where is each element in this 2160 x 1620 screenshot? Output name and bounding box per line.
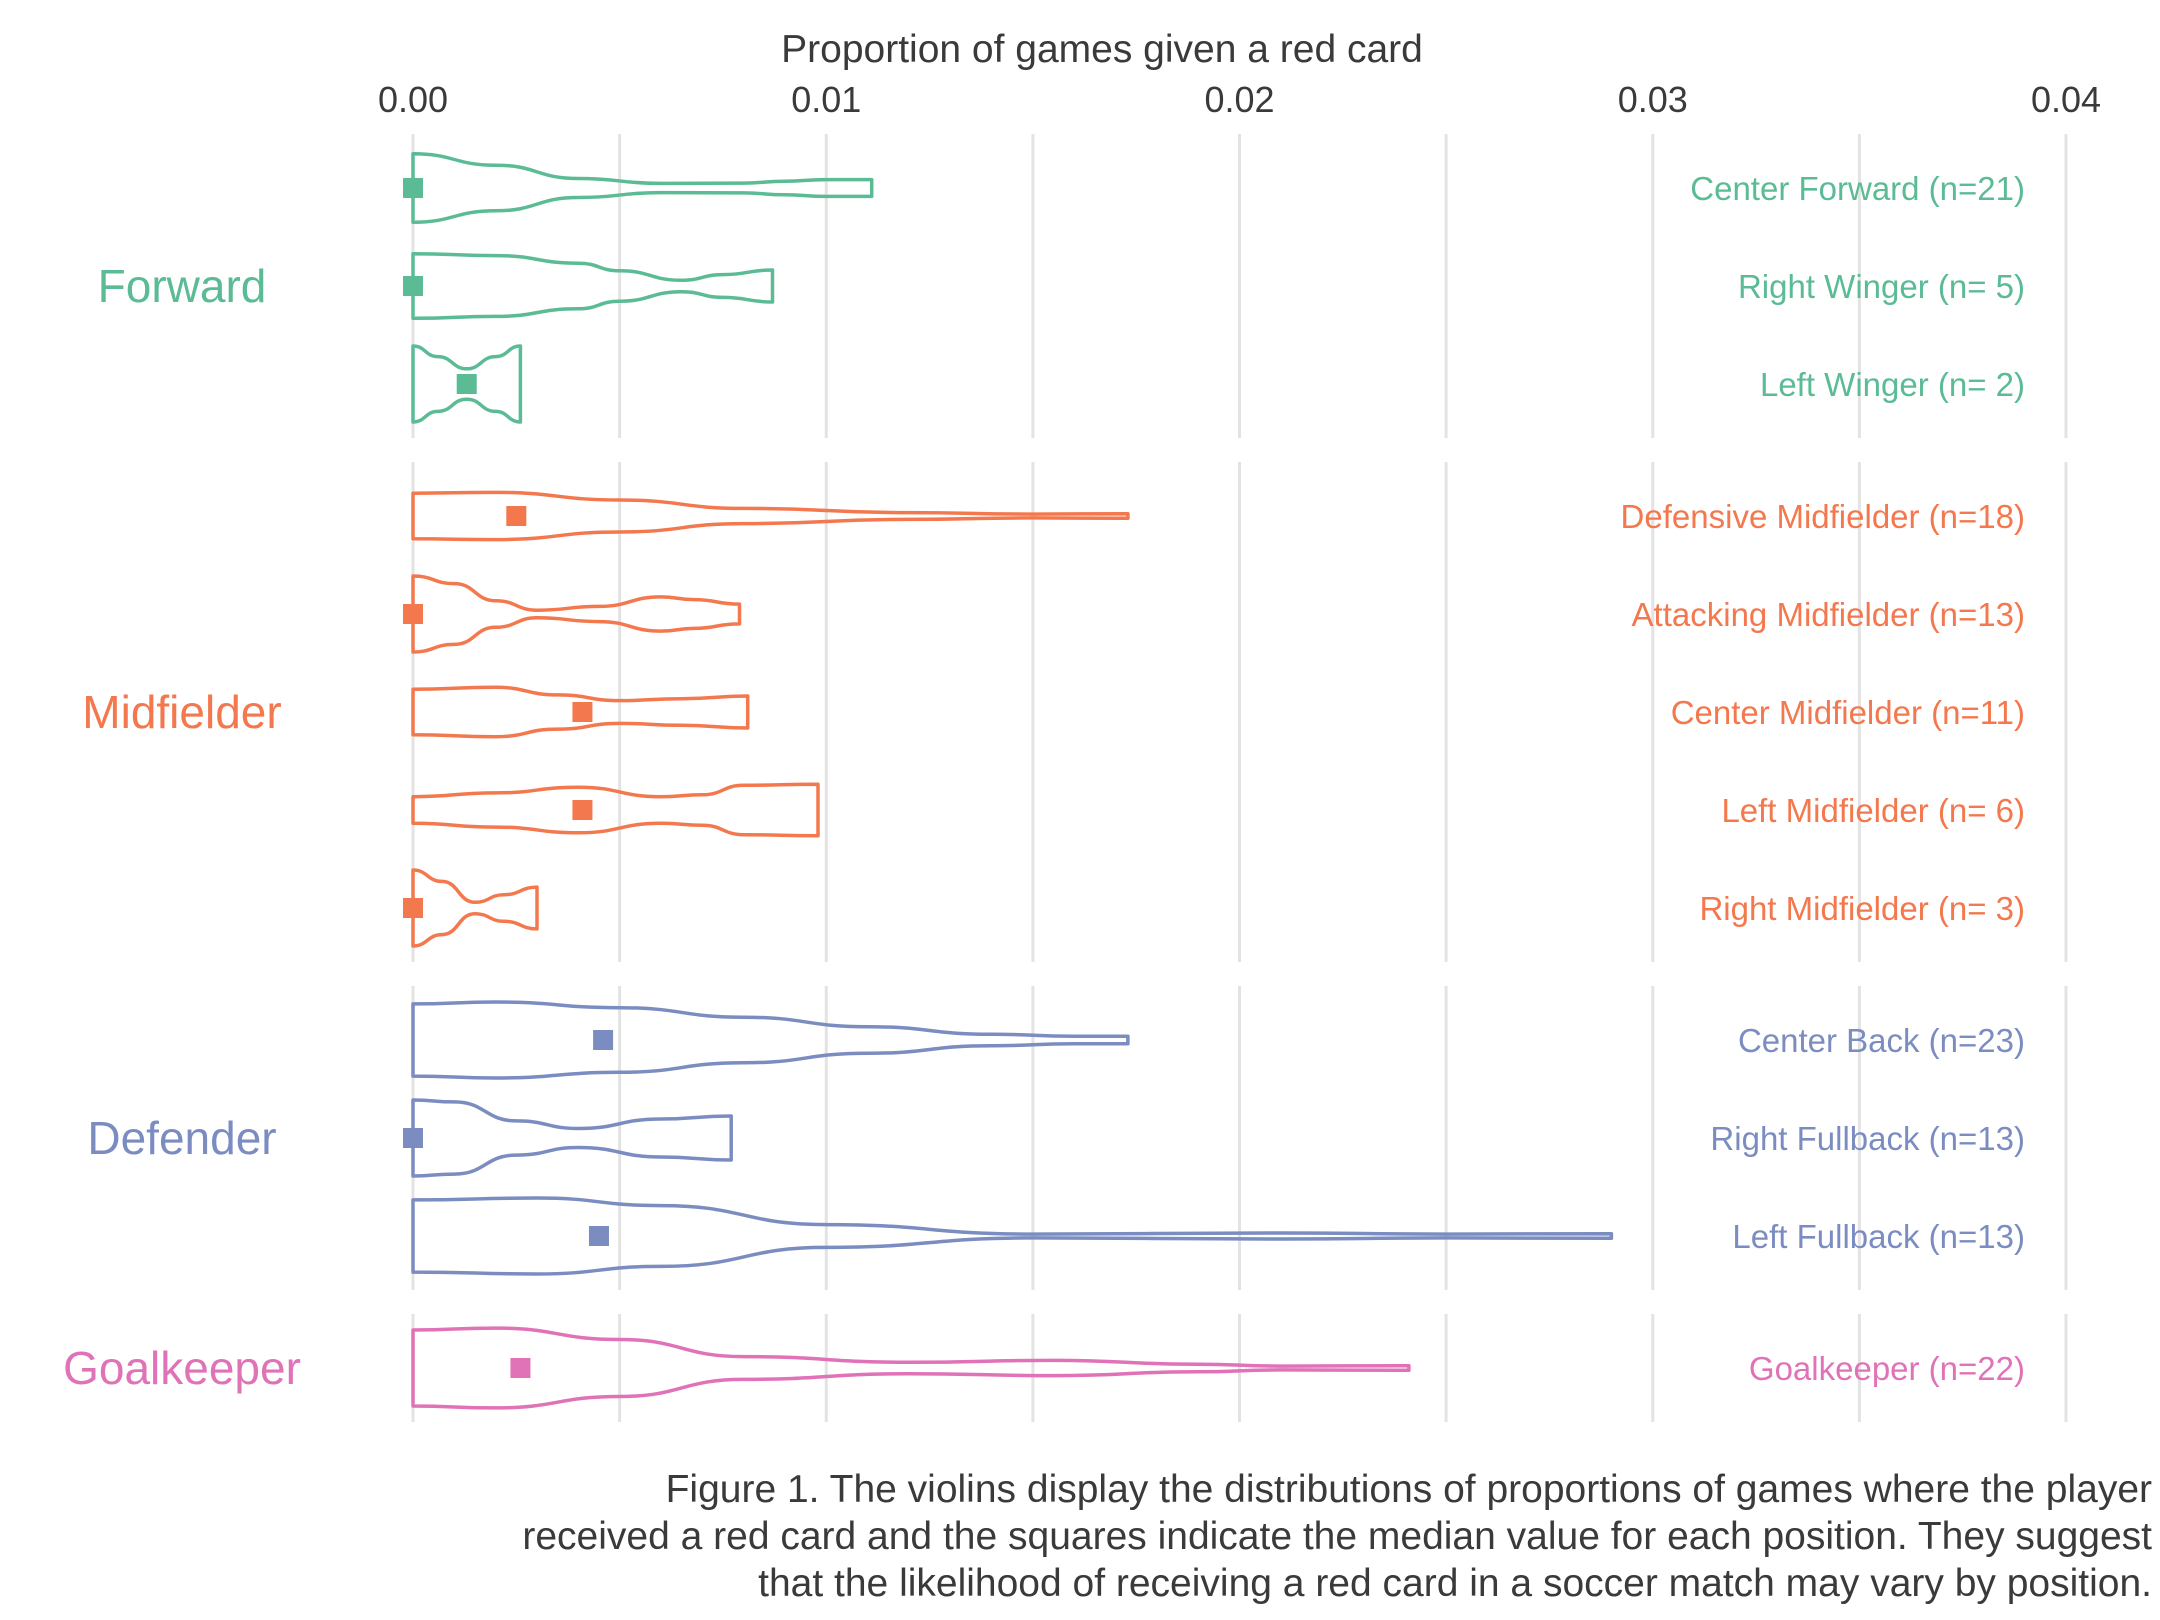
violin [411,1000,1130,1080]
panel-goalkeeper: Goalkeeper Goalkeeper (n=22) [63,1314,2068,1422]
group-label: Goalkeeper [63,1342,301,1394]
median-marker [506,506,527,526]
violin [411,685,750,739]
group-label: Midfielder [82,686,281,738]
median-marker [403,1128,423,1148]
violin [411,574,742,654]
violin [411,152,874,224]
series-label: Center Midfielder (n=11) [1671,694,2025,731]
caption-line: that the likelihood of receiving a red c… [758,1562,2152,1605]
panel-forward: Forward Center Forward (n=21) Right Winger… [98,134,2068,438]
median-marker [456,374,477,394]
series-label: Left Fullback (n=13) [1732,1218,2025,1255]
panels: Forward Center Forward (n=21) Right Winger… [63,134,2068,1422]
group-label: Forward [98,260,267,312]
caption-line: received a red card and the squares indi… [522,1515,2152,1558]
series-label: Left Midfielder (n= 6) [1721,792,2025,829]
median-marker [572,702,593,722]
violin [411,1196,1614,1276]
x-axis-title: Proportion of games given a red card [781,28,1423,71]
violin [411,1326,1411,1410]
series-label: Right Fullback (n=13) [1710,1120,2025,1157]
series-label: Right Winger (n= 5) [1738,268,2025,305]
group-label: Defender [87,1112,276,1164]
series-label: Center Forward (n=21) [1690,170,2025,207]
x-tick-label: 0.02 [1204,79,1274,120]
violin [411,251,775,321]
panel-midfielder: Midfielder Defensive Midfielder (n=18) Att… [82,462,2068,962]
x-tick-label: 0.00 [378,79,448,120]
panel-defender: Defender Center Back (n=23) Right Fullback… [87,986,2068,1290]
violin [411,1098,733,1178]
violin [411,782,820,838]
x-axis-ticks: 0.00 0.01 0.02 0.03 0.04 [378,79,2101,120]
series-label: Right Midfielder (n= 3) [1699,890,2025,927]
series-label: Defensive Midfielder (n=18) [1621,498,2025,535]
median-marker [593,1030,614,1050]
series-label: Goalkeeper (n=22) [1749,1350,2025,1387]
x-tick-label: 0.03 [1618,79,1688,120]
caption-line: Figure 1. The violins display the distri… [665,1468,2152,1511]
median-marker [572,800,593,820]
median-marker [403,276,423,296]
median-marker [403,604,423,624]
series-label: Left Winger (n= 2) [1760,366,2025,403]
median-marker [510,1358,531,1378]
violin [411,868,539,948]
violin [411,490,1130,542]
violin [411,344,523,424]
series-label: Attacking Midfielder (n=13) [1632,596,2025,633]
median-marker [588,1226,609,1246]
x-tick-label: 0.01 [791,79,861,120]
x-tick-label: 0.04 [2031,79,2101,120]
series-label: Center Back (n=23) [1738,1022,2025,1059]
figure-caption: Figure 1. The violins display the distri… [252,1466,2152,1607]
median-marker [403,898,423,918]
median-marker [403,178,423,198]
